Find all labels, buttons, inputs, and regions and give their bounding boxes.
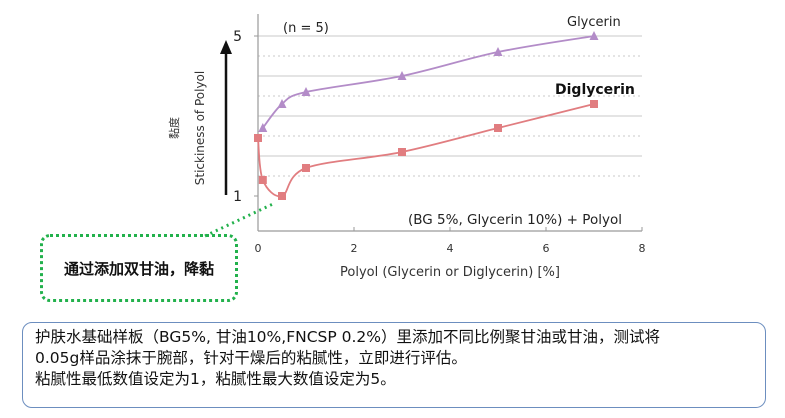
data-point-diglycerin: [278, 192, 286, 200]
stickiness-chart: 0 2 4 6 8 1 5 (n = 5) (BG 5%, Glycerin 10%) + …: [167, 14, 646, 280]
series-line-glycerin: [262, 35, 595, 129]
data-point-diglycerin: [398, 148, 406, 156]
y-axis-label: Stickiness of Polyol: [193, 71, 207, 186]
callout-text: 通过添加双甘油，降黏: [63, 259, 214, 278]
y-tick-label: 1: [233, 189, 242, 205]
series-line-diglycerin: [257, 103, 595, 198]
data-point-diglycerin: [590, 100, 598, 108]
y-axis-label-cn: 黏度: [167, 117, 181, 139]
data-point-diglycerin: [494, 124, 502, 132]
formula-note: (BG 5%, Glycerin 10%) + Polyol: [408, 212, 622, 228]
data-point-glycerin: [397, 71, 407, 80]
grid-lines: [258, 35, 642, 177]
data-point-glycerin: [301, 87, 311, 96]
data-point-glycerin: [258, 123, 268, 132]
note-line: 0.05g样品涂抹于腕部，针对干燥后的粘腻性，立即进行评估。: [35, 349, 467, 367]
note-line: 粘腻性最低数值设定为1，粘腻性最大数值设定为5。: [35, 370, 396, 388]
callout-box: 通过添加双甘油，降黏: [40, 234, 238, 302]
description-note: 护肤水基础样板（BG5%, 甘油10%,FNCSP 0.2%）里添加不同比例聚甘…: [22, 322, 766, 408]
x-axis-label: Polyol (Glycerin or Diglycerin) [%]: [340, 265, 560, 280]
x-tick-label: 4: [447, 242, 454, 255]
n-annotation: (n = 5): [283, 21, 329, 36]
y-tick-label: 5: [233, 29, 242, 45]
data-point-glycerin: [277, 99, 287, 108]
series-label-diglycerin: Diglycerin: [555, 82, 635, 98]
data-point-diglycerin: [258, 176, 267, 184]
x-tick-label: 6: [543, 242, 550, 255]
x-tick-label: 2: [351, 242, 358, 255]
series-label-glycerin: Glycerin: [567, 15, 621, 30]
axes: 0 2 4 6 8 1 5: [233, 14, 646, 255]
callout-connector: [204, 201, 276, 238]
data-point-glycerin: [589, 31, 599, 40]
x-tick-label: 8: [639, 242, 646, 255]
x-tick-label: 0: [255, 242, 262, 255]
note-line: 护肤水基础样板（BG5%, 甘油10%,FNCSP 0.2%）里添加不同比例聚甘…: [35, 328, 661, 346]
data-point-diglycerin: [254, 134, 262, 142]
data-point-diglycerin: [302, 164, 310, 172]
data-point-glycerin: [493, 47, 503, 56]
increase-arrow: [220, 40, 232, 195]
series-layer: [254, 31, 599, 200]
chart-labels: (n = 5) (BG 5%, Glycerin 10%) + Polyol P…: [167, 15, 635, 280]
